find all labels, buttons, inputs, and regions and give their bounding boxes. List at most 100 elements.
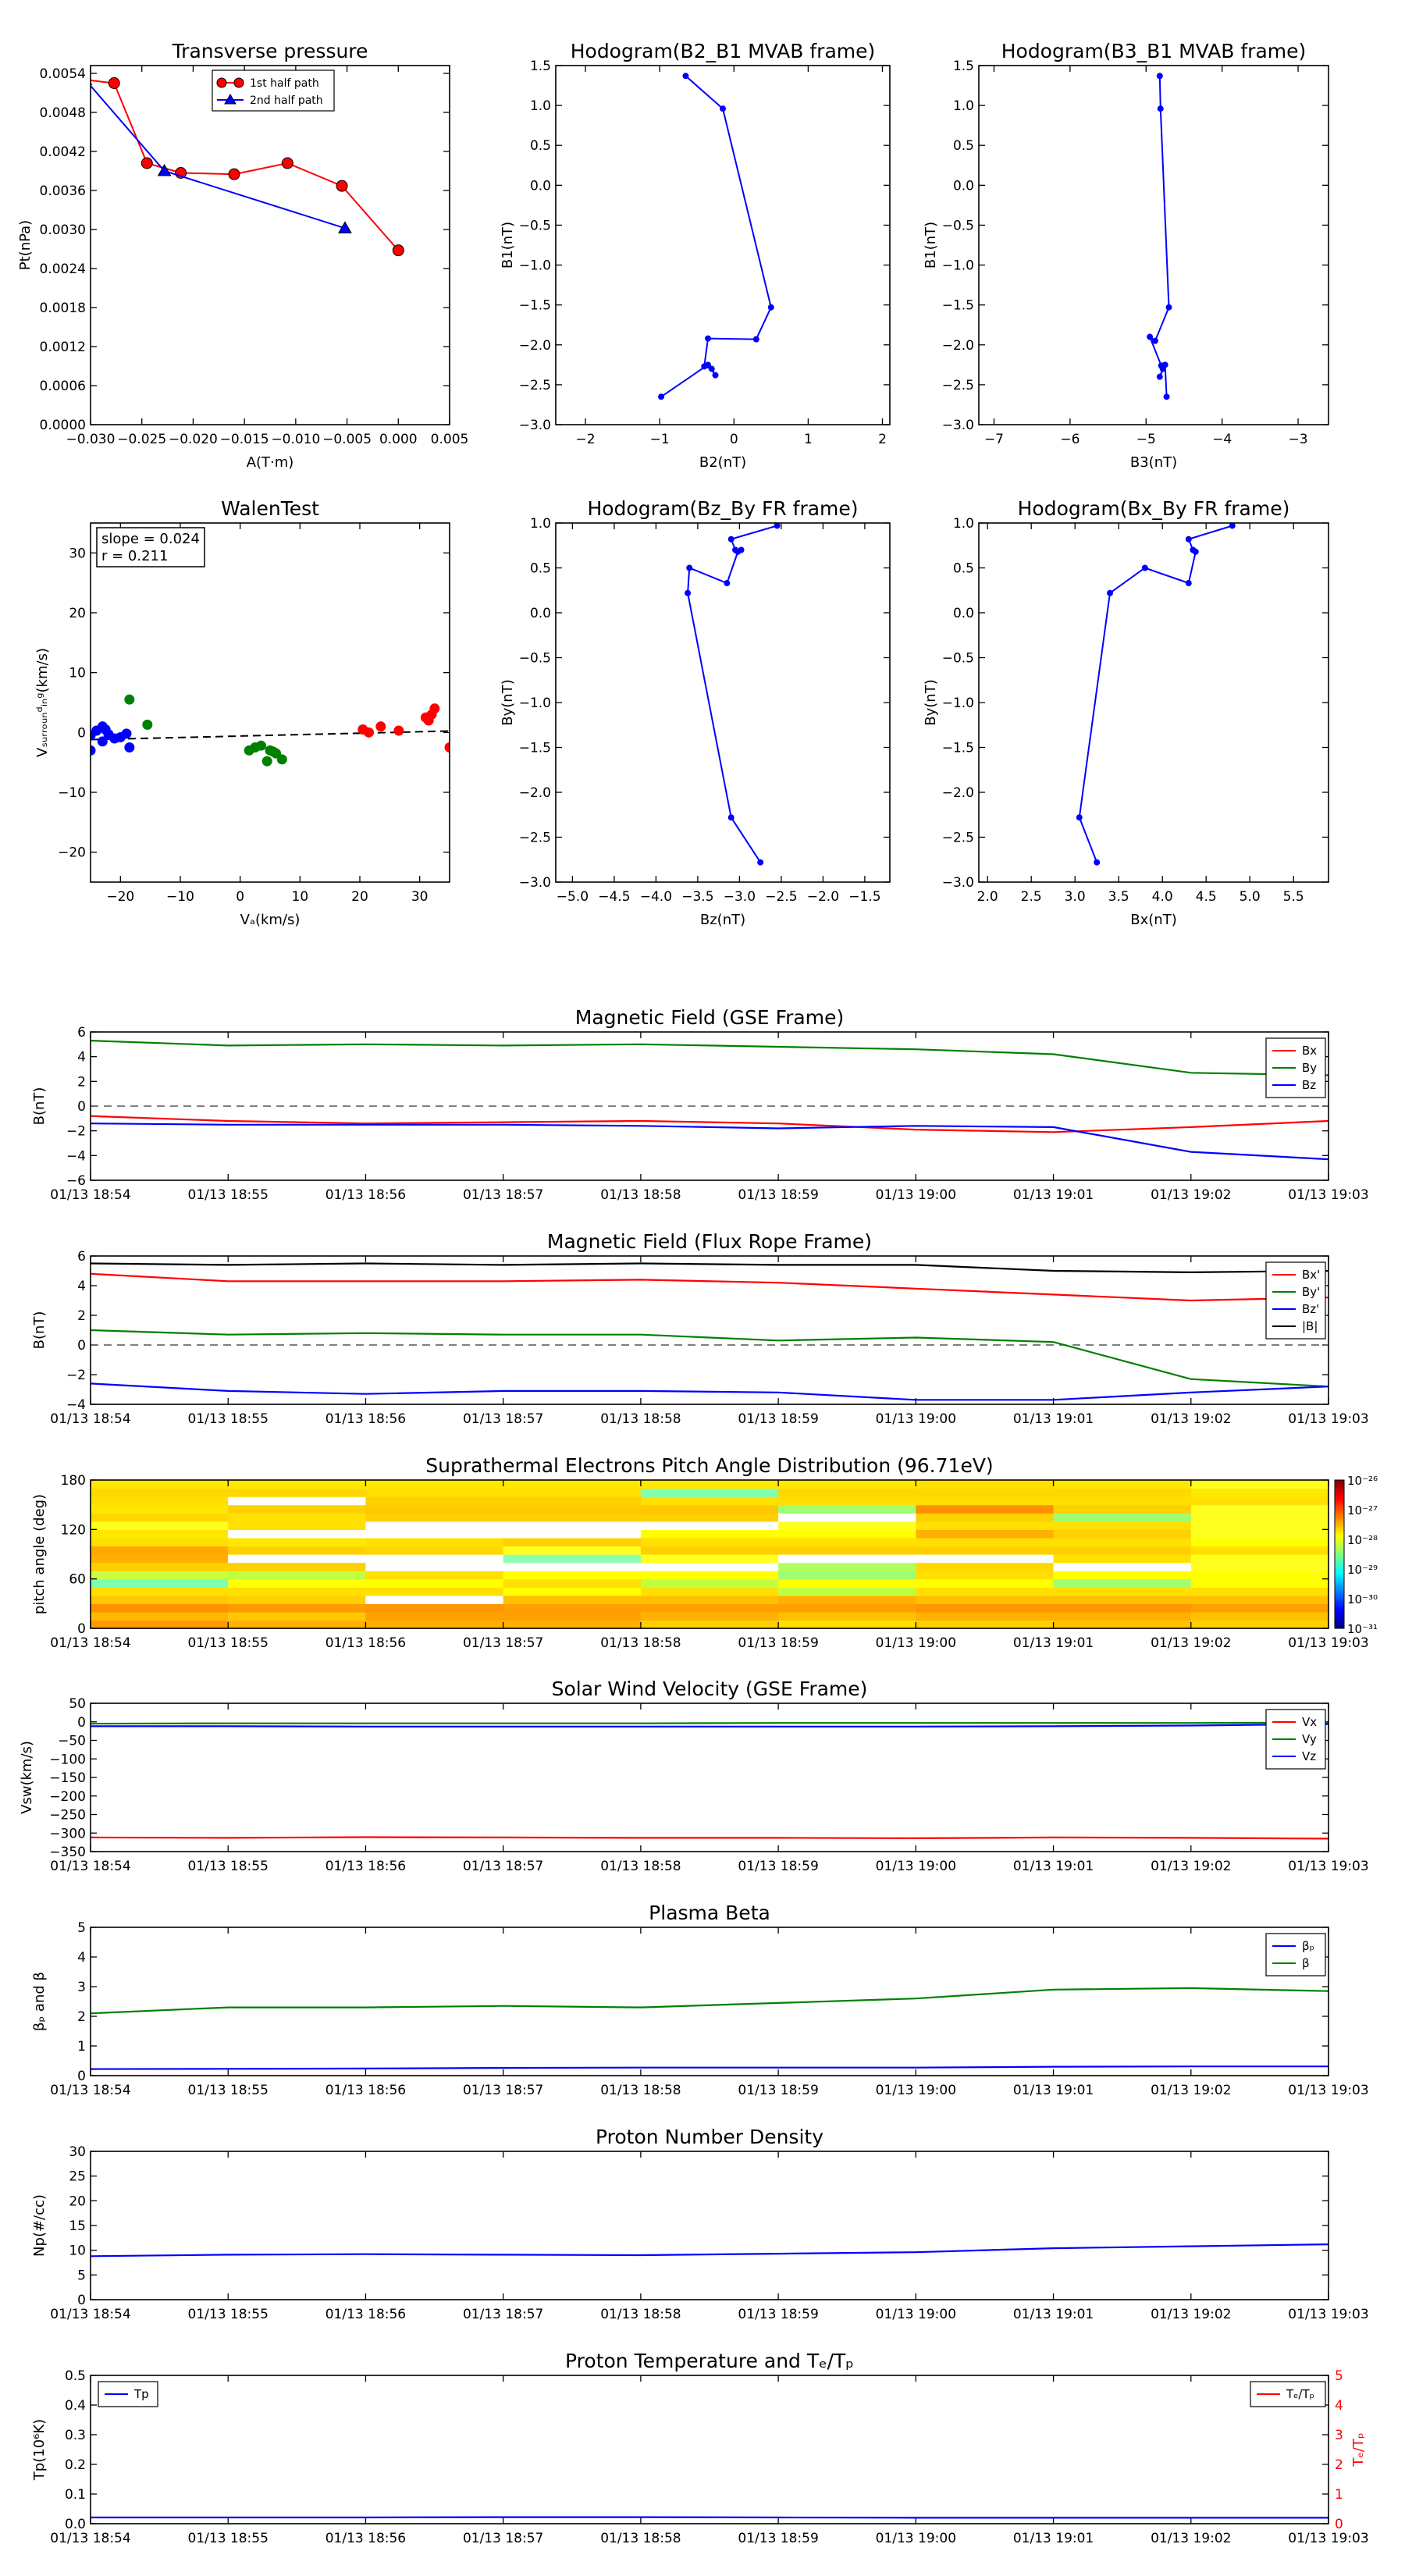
- x-tick-label: 01/13 18:59: [738, 1187, 818, 1203]
- data-point: [1156, 73, 1163, 80]
- data-point: [1147, 333, 1154, 340]
- data-point: [393, 725, 404, 736]
- heatmap-cell: [1190, 1620, 1329, 1629]
- heatmap-cell: [503, 1562, 642, 1571]
- heatmap-cell: [91, 1578, 229, 1588]
- series-line-0: [687, 525, 777, 863]
- x-tick-label: 01/13 18:56: [325, 1187, 406, 1203]
- y-tick-label: −350: [49, 1845, 86, 1860]
- heatmap-cell: [640, 1496, 779, 1506]
- data-point: [276, 754, 287, 765]
- y-tick-label: 0.5: [65, 2368, 86, 2384]
- data-point: [375, 721, 386, 732]
- y-axis-label: B(nT): [31, 1311, 48, 1350]
- x-axis-label: B2(nT): [699, 454, 746, 471]
- y-tick-label: 0.2: [65, 2457, 86, 2473]
- data-point: [735, 548, 742, 555]
- legend-label: Bz': [1302, 1302, 1319, 1316]
- heatmap-cell: [1190, 1521, 1329, 1530]
- y-tick-label: 0: [77, 1621, 86, 1637]
- panel-h3: Hodogram(Bz_By FR frame) −5.0 −4.5 −4.0 −3.5…: [500, 497, 891, 928]
- y-tick-label: 4: [77, 1050, 86, 1066]
- heatmap-cell: [365, 1480, 504, 1489]
- y-tick-label: −3.0: [519, 875, 551, 891]
- y-tick-label: 120: [61, 1522, 86, 1538]
- x-tick-label: 01/13 19:01: [1013, 1411, 1094, 1427]
- y-tick-label: −2.0: [942, 338, 974, 354]
- heatmap-cell: [640, 1620, 779, 1629]
- y-tick-label: 0.5: [530, 561, 551, 577]
- y-tick-label: −1.5: [519, 298, 551, 314]
- panel-pad: Suprathermal Electrons Pitch Angle Distr…: [31, 1454, 1378, 1651]
- y-tick-label: 3: [77, 1980, 86, 1995]
- heatmap-cell: [91, 1504, 229, 1514]
- heatmap-cell: [778, 1504, 916, 1514]
- y-tick-label: −1.0: [942, 258, 974, 274]
- fit-line: [91, 730, 450, 741]
- x-tick-label: 01/13 18:56: [325, 1411, 406, 1427]
- series-line-2: [90, 1382, 1329, 1401]
- heatmap-cell: [228, 1504, 366, 1514]
- heatmap-cell: [1053, 1480, 1192, 1489]
- series-line-0: [91, 80, 400, 251]
- heatmap-cell: [916, 1537, 1055, 1547]
- x-tick-label: −0.015: [220, 432, 269, 447]
- x-tick-label: −3.5: [681, 889, 713, 905]
- x-tick-label: 01/13 18:59: [738, 1635, 818, 1651]
- legend-label: |B|: [1302, 1319, 1318, 1333]
- plot-frame: [90, 65, 450, 425]
- data-point: [157, 163, 172, 176]
- x-tick-label: 01/13 19:01: [1013, 1187, 1094, 1203]
- series-line-3: [90, 1262, 1329, 1274]
- x-tick-label: 01/13 18:58: [600, 1859, 681, 1874]
- heatmap-cell: [228, 1578, 366, 1588]
- legend-label: Bx': [1302, 1268, 1320, 1282]
- heatmap-cell: [365, 1521, 504, 1530]
- y-tick-label: −50: [58, 1734, 86, 1749]
- heatmap-cell: [1190, 1611, 1329, 1621]
- plot-area: [91, 694, 450, 767]
- heatmap-cell: [1190, 1513, 1329, 1522]
- heatmap-cell: [503, 1496, 642, 1506]
- heatmap-cell: [1053, 1546, 1192, 1555]
- panel-walen: WalenTest −20 −10 0 10 20 30 −20 −10 0 10 20 30 Vₐ(km…: [34, 497, 450, 928]
- plot-frame: [90, 2375, 1329, 2524]
- x-tick-label: −7: [984, 432, 1004, 447]
- heatmap-cell: [640, 1587, 779, 1596]
- x-tick-label: 01/13 18:58: [600, 2531, 681, 2546]
- y-axis-label: pitch angle (deg): [31, 1494, 48, 1614]
- data-point: [256, 740, 266, 751]
- heatmap-cell: [228, 1546, 366, 1555]
- legend-label: 1st half path: [250, 77, 319, 90]
- heatmap-cell: [91, 1546, 229, 1555]
- data-point: [658, 393, 665, 400]
- legend-label: Vz: [1302, 1749, 1316, 1763]
- y-tick-label: 1.0: [953, 516, 974, 532]
- y-tick-label: −2: [66, 1368, 86, 1383]
- plot-area: [1076, 523, 1236, 866]
- x-tick-label: 01/13 18:54: [50, 1411, 130, 1427]
- heatmap-cell: [91, 1537, 229, 1547]
- data-point: [757, 859, 764, 866]
- data-point: [1161, 361, 1168, 368]
- x-tick-label: 5.0: [1240, 889, 1261, 905]
- heatmap-cell: [916, 1562, 1055, 1571]
- y-tick-label: 4: [77, 1950, 86, 1966]
- plot-area: [685, 523, 781, 866]
- x-tick-label: 01/13 19:00: [876, 2307, 956, 2322]
- heatmap-cell: [916, 1611, 1055, 1621]
- x-tick-label: −2.5: [765, 889, 797, 905]
- heatmap-cell: [1053, 1578, 1192, 1588]
- heatmap-cell: [365, 1529, 504, 1539]
- x-tick-label: 01/13 18:58: [600, 2307, 681, 2322]
- heatmap-cell: [916, 1578, 1055, 1588]
- data-point: [108, 77, 120, 89]
- y-tick-label: 20: [69, 606, 86, 621]
- heatmap-cell: [640, 1521, 779, 1530]
- heatmap-cell: [778, 1587, 916, 1596]
- x-tick-label: −5.0: [557, 889, 589, 905]
- heatmap-cell: [916, 1496, 1055, 1506]
- heatmap-cell: [1190, 1488, 1329, 1497]
- y-tick-label: 0.5: [953, 561, 974, 577]
- data-point: [121, 728, 132, 739]
